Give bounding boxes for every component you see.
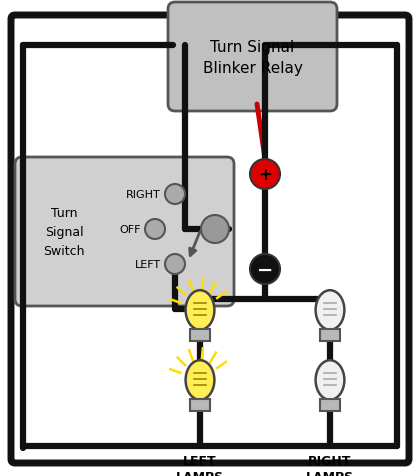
Circle shape [145, 219, 165, 239]
Circle shape [250, 159, 280, 189]
Text: +: + [258, 166, 272, 184]
Text: Turn
Signal
Switch: Turn Signal Switch [43, 207, 85, 258]
Circle shape [165, 185, 185, 205]
Circle shape [165, 255, 185, 275]
Text: Turn Signal
Blinker Relay: Turn Signal Blinker Relay [202, 40, 302, 75]
Text: RIGHT
LAMPS: RIGHT LAMPS [306, 454, 354, 476]
FancyBboxPatch shape [15, 158, 234, 307]
Circle shape [201, 216, 229, 244]
FancyBboxPatch shape [168, 3, 337, 112]
Ellipse shape [186, 360, 214, 400]
Ellipse shape [186, 290, 214, 330]
FancyBboxPatch shape [190, 399, 210, 411]
FancyBboxPatch shape [190, 329, 210, 341]
Text: RIGHT: RIGHT [126, 189, 161, 199]
Circle shape [250, 255, 280, 284]
Ellipse shape [315, 360, 344, 400]
Text: OFF: OFF [120, 225, 141, 235]
Text: −: − [257, 260, 273, 279]
Text: LEFT: LEFT [135, 259, 161, 269]
Text: LEFT
LAMPS: LEFT LAMPS [176, 454, 224, 476]
FancyBboxPatch shape [320, 329, 340, 341]
Ellipse shape [315, 290, 344, 330]
FancyBboxPatch shape [320, 399, 340, 411]
